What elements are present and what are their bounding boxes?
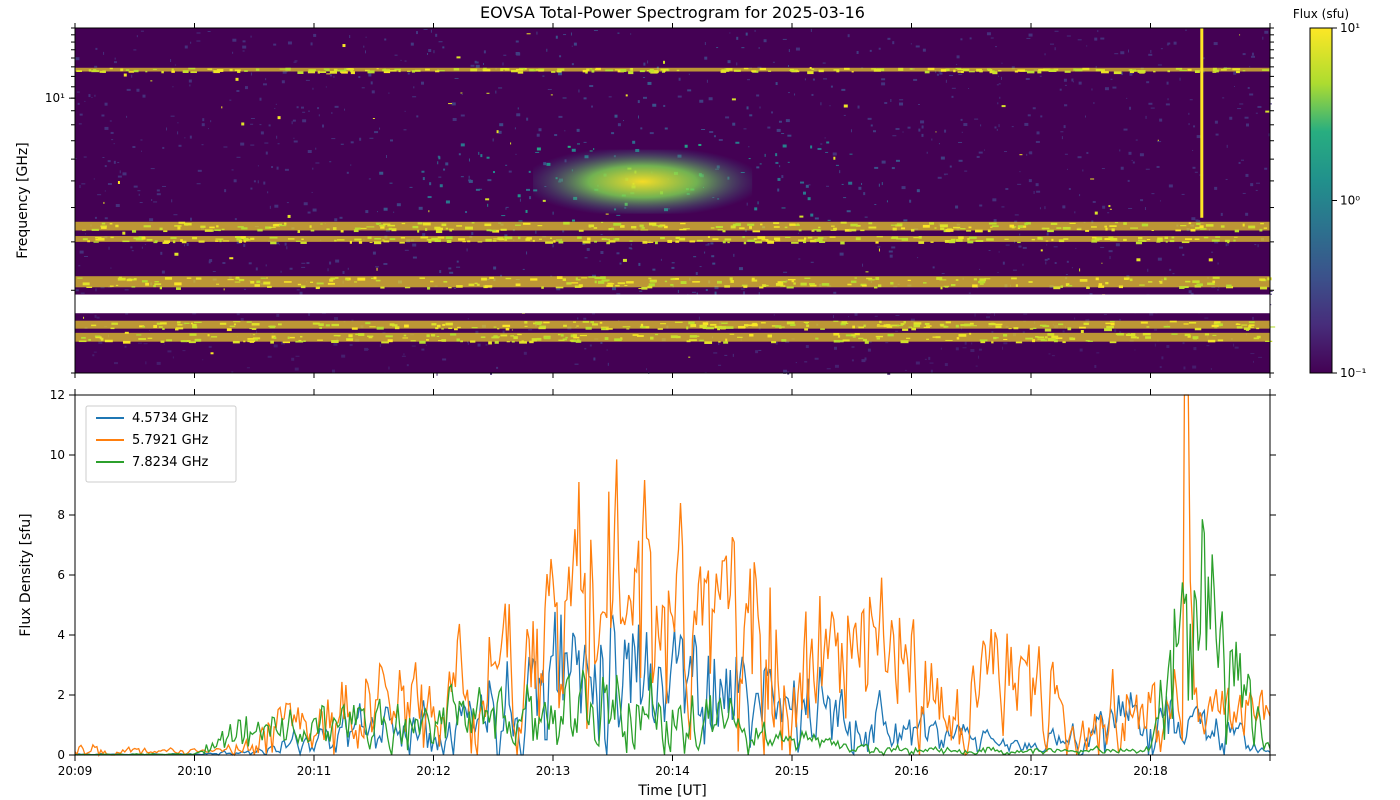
figure-title: EOVSA Total-Power Spectrogram for 2025-0… [480,3,865,22]
svg-text:20:09: 20:09 [58,764,93,778]
svg-text:10⁰: 10⁰ [1340,194,1360,208]
svg-text:10¹: 10¹ [1340,21,1360,35]
figure-svg: EOVSA Total-Power Spectrogram for 2025-0… [0,0,1400,800]
svg-text:20:10: 20:10 [177,764,212,778]
svg-text:20:12: 20:12 [416,764,451,778]
svg-text:20:16: 20:16 [894,764,929,778]
svg-text:20:15: 20:15 [775,764,810,778]
colorbar-label: Flux (sfu) [1293,7,1349,21]
timeseries-xlabel: Time [UT] [637,783,706,799]
legend: 4.5734 GHz 5.7921 GHz 7.8234 GHz [86,406,236,482]
colorbar: 10⁻¹ 10⁰ 10¹Flux (sfu) [1293,7,1367,380]
svg-text:10: 10 [50,448,65,462]
legend-label: 5.7921 GHz [132,433,208,448]
legend-label: 7.8234 GHz [132,455,208,470]
svg-text:2: 2 [57,688,65,702]
svg-text:10¹: 10¹ [45,91,65,105]
svg-text:0: 0 [57,748,65,762]
svg-text:20:14: 20:14 [655,764,690,778]
timeseries-panel: 0 2 4 6 8 10 12 Flux Density [sfu] 20:09 20:10 20:… [18,388,1276,799]
svg-text:20:13: 20:13 [536,764,571,778]
svg-text:20:18: 20:18 [1133,764,1168,778]
svg-text:20:11: 20:11 [297,764,332,778]
svg-text:10⁻¹: 10⁻¹ [1340,366,1367,380]
figure: EOVSA Total-Power Spectrogram for 2025-0… [0,0,1400,800]
svg-text:12: 12 [50,388,65,402]
svg-text:20:17: 20:17 [1014,764,1049,778]
spectrogram-ylabel: Frequency [GHz] [15,142,31,258]
timeseries-ylabel: Flux Density [sfu] [18,513,34,636]
svg-text:4: 4 [57,628,65,642]
legend-label: 4.5734 GHz [132,411,208,426]
svg-text:6: 6 [57,568,65,582]
svg-text:8: 8 [57,508,65,522]
spectrogram-panel: 10¹ Frequency [GHz] [15,23,1275,378]
